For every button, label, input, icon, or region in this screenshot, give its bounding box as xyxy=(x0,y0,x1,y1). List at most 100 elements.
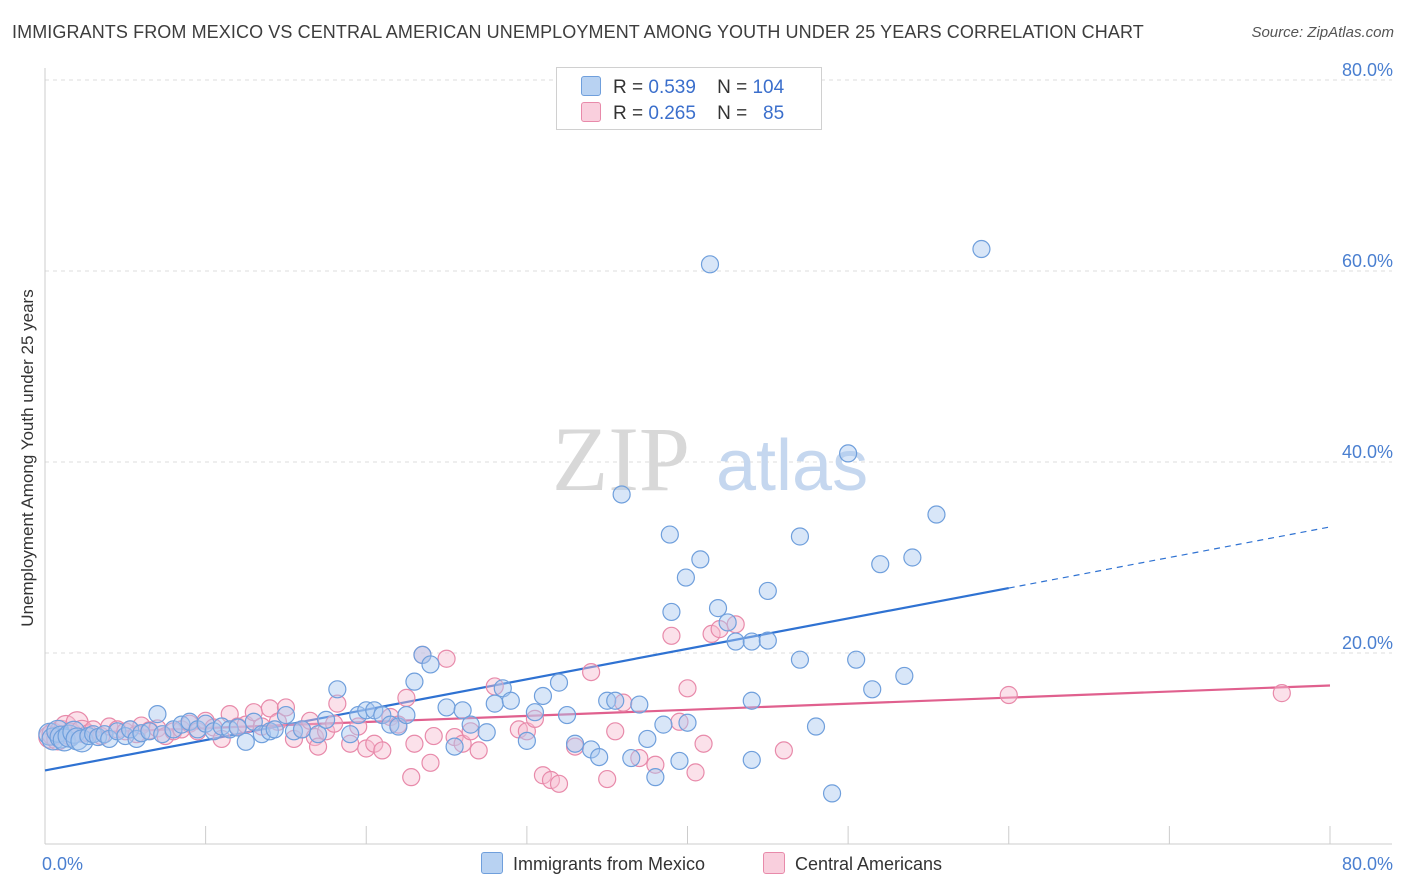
trend-line-mexico xyxy=(44,586,1009,772)
point-mexico xyxy=(839,444,858,463)
grid-lines xyxy=(45,79,1392,654)
y-tick-label: 40.0% xyxy=(1342,442,1393,462)
legend-n-label: N = xyxy=(717,77,748,98)
point-mexico xyxy=(477,723,496,742)
point-mexico xyxy=(630,695,649,714)
point-central-americans xyxy=(686,763,705,782)
point-mexico xyxy=(927,505,946,524)
point-mexico xyxy=(863,680,882,699)
point-mexico xyxy=(461,715,480,734)
point-mexico xyxy=(903,548,922,567)
chart-title: IMMIGRANTS FROM MEXICO VS CENTRAL AMERIC… xyxy=(12,22,1144,42)
point-mexico xyxy=(676,568,695,587)
point-mexico xyxy=(153,725,172,744)
point-mexico xyxy=(758,581,777,601)
point-mexico xyxy=(871,555,890,574)
point-mexico xyxy=(622,748,641,768)
legend-item-mexico: Immigrants from Mexico xyxy=(481,852,705,875)
legend-n-value: 104 xyxy=(752,77,785,98)
point-central-americans xyxy=(598,769,617,789)
point-mexico xyxy=(316,710,336,729)
point-mexico xyxy=(453,701,472,720)
point-central-americans xyxy=(678,679,697,698)
watermark: ZIP atlas xyxy=(552,408,868,510)
point-mexico xyxy=(742,750,761,770)
legend-r-label: R = xyxy=(613,103,644,124)
point-mexico xyxy=(726,632,745,651)
point-mexico xyxy=(718,613,737,632)
point-central-americans xyxy=(582,662,601,682)
point-mexico xyxy=(590,747,609,767)
legend-row-central-americans: R = 0.265 N = 85 xyxy=(581,102,784,126)
point-mexico xyxy=(445,737,464,756)
x-tick-label: 0.0% xyxy=(42,854,83,874)
point-central-americans xyxy=(525,709,545,728)
point-mexico xyxy=(265,720,284,739)
point-mexico xyxy=(895,666,914,686)
point-mexico xyxy=(822,784,842,803)
trend-line-mexico-extension xyxy=(1008,526,1331,589)
point-central-americans xyxy=(397,688,416,707)
legend-n-label: N = xyxy=(717,103,748,124)
legend-swatch-pink xyxy=(763,852,785,874)
point-central-americans xyxy=(662,626,681,645)
point-central-americans xyxy=(1272,684,1291,703)
watermark-zip: ZIP xyxy=(552,408,690,510)
point-central-americans xyxy=(421,753,440,772)
point-central-americans xyxy=(328,694,347,713)
legend-item-central-americans: Central Americans xyxy=(763,852,942,875)
point-mexico xyxy=(638,729,657,749)
point-mexico xyxy=(421,655,440,674)
point-central-americans xyxy=(774,741,793,760)
point-mexico xyxy=(670,751,689,771)
legend-swatch-pink xyxy=(581,102,601,122)
tick-labels: 20.0% 40.0% 60.0% 80.0% 0.0% 80.0% xyxy=(42,60,1393,874)
point-mexico xyxy=(292,720,312,739)
legend-swatch-blue xyxy=(481,852,503,874)
point-mexico xyxy=(485,694,504,713)
point-mexico xyxy=(148,705,167,724)
point-mexico xyxy=(660,525,679,544)
point-central-americans xyxy=(694,734,713,753)
legend-label-mexico: Immigrants from Mexico xyxy=(513,854,706,874)
point-mexico xyxy=(397,705,416,725)
point-mexico xyxy=(437,698,456,717)
point-mexico xyxy=(557,705,577,725)
point-mexico xyxy=(405,672,424,691)
point-mexico xyxy=(308,725,328,744)
legend-n-value: 85 xyxy=(763,103,785,124)
legend-r-value: 0.265 xyxy=(648,103,696,124)
point-central-americans xyxy=(606,722,625,741)
point-mexico xyxy=(501,691,520,710)
point-mexico xyxy=(708,599,728,618)
point-central-americans xyxy=(405,734,424,753)
x-tick-label: 80.0% xyxy=(1342,854,1393,874)
point-mexico xyxy=(341,725,360,744)
point-central-americans xyxy=(402,768,421,787)
point-central-americans xyxy=(437,649,456,668)
point-central-americans xyxy=(461,722,480,741)
point-central-americans xyxy=(469,741,488,760)
point-mexico xyxy=(525,703,545,722)
point-mexico xyxy=(806,717,826,736)
point-mexico xyxy=(533,686,553,706)
point-mexico xyxy=(742,632,761,651)
point-mexico xyxy=(328,680,347,699)
point-mexico xyxy=(790,527,810,546)
point-central-americans xyxy=(260,699,279,718)
point-mexico xyxy=(700,255,720,274)
point-central-americans xyxy=(424,726,443,746)
point-mexico xyxy=(742,691,761,710)
point-mexico xyxy=(606,691,625,710)
point-central-americans xyxy=(999,685,1018,705)
legend-r-value: 0.539 xyxy=(648,77,696,98)
point-mexico xyxy=(517,731,536,750)
point-mexico xyxy=(847,650,866,669)
point-central-americans xyxy=(646,755,665,774)
point-central-americans xyxy=(549,774,569,793)
point-mexico xyxy=(758,631,777,650)
point-mexico xyxy=(612,485,631,504)
data-points xyxy=(38,239,1291,803)
source-credit: Source: ZipAtlas.com xyxy=(1251,24,1394,41)
